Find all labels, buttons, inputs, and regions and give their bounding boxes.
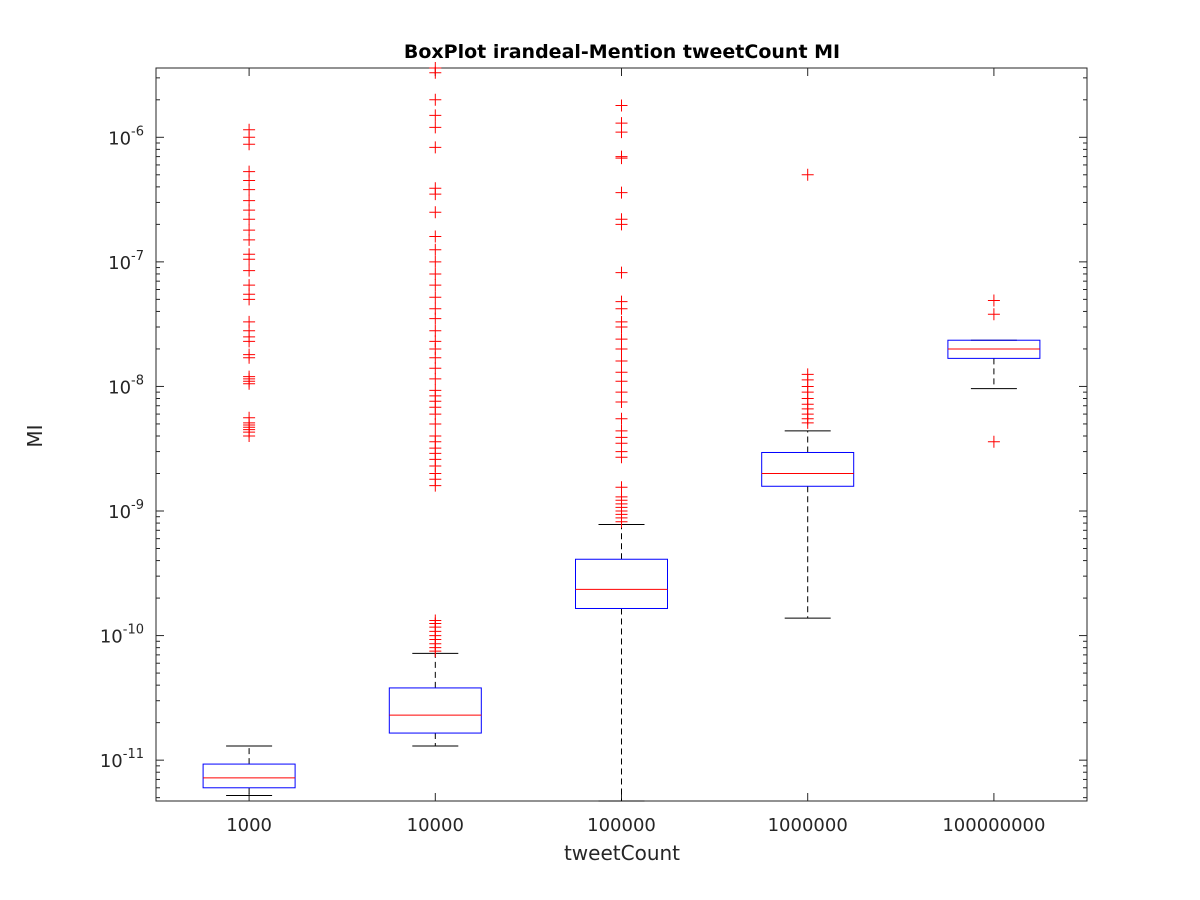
y-tick-label: 10-7 (108, 249, 144, 274)
outlier-marker (429, 362, 442, 375)
outlier-marker (429, 109, 442, 122)
x-tick-label: 1000000 (768, 815, 848, 836)
outlier-marker (801, 368, 814, 381)
outlier-marker (615, 266, 628, 279)
y-tick-label: 10-6 (108, 124, 144, 149)
y-tick-label: 10-10 (100, 623, 144, 648)
outlier-marker (987, 294, 1000, 307)
outlier-marker (429, 324, 442, 337)
outlier-marker (615, 99, 628, 112)
x-axis-label: tweetCount (564, 841, 680, 865)
outlier-marker (243, 370, 256, 383)
box-iqr (202, 763, 296, 789)
outlier-marker (429, 430, 442, 443)
outlier-marker (429, 279, 442, 292)
y-tick-label: 10-8 (108, 373, 144, 398)
outlier-marker (615, 315, 628, 328)
outlier-marker (429, 182, 442, 195)
outlier-marker (801, 168, 814, 181)
outlier-marker (429, 384, 442, 397)
outlier-marker (429, 121, 442, 134)
outlier-marker (615, 186, 628, 199)
outlier-marker (429, 267, 442, 280)
x-tick-label: 1000 (226, 815, 272, 836)
x-tick-label: 100000 (587, 815, 656, 836)
outlier-marker (615, 355, 628, 368)
outlier-marker (615, 117, 628, 130)
outlier-marker (243, 248, 256, 261)
y-tick-label: 10-9 (108, 498, 144, 523)
box-iqr (575, 558, 668, 609)
outlier-marker (987, 308, 1000, 321)
x-tick-label: 10000 (407, 815, 464, 836)
outlier-marker (429, 93, 442, 106)
outlier-marker (243, 165, 256, 178)
y-axis-label: MI (23, 424, 47, 447)
outlier-marker (615, 366, 628, 379)
outlier-marker (243, 279, 256, 292)
outlier-marker (615, 213, 628, 226)
outlier-marker (429, 291, 442, 304)
plot-area: 10-11 10-10 10-9 10-8 10-7 10-6 1000 10000 10000… (100, 62, 1088, 836)
outlier-marker (429, 62, 442, 74)
outlier-marker (429, 335, 442, 348)
outlier-marker (615, 481, 628, 494)
outlier-marker (615, 424, 628, 437)
outlier-marker (243, 224, 256, 237)
chart-title: BoxPlot irandeal-Mention tweetCount MI (404, 41, 840, 63)
outlier-marker (615, 295, 628, 308)
y-tick-label: 10-11 (100, 747, 144, 772)
outlier-marker (243, 411, 256, 424)
outlier-marker (243, 194, 256, 207)
outlier-marker (987, 435, 1000, 448)
x-tick-label: 100000000 (942, 815, 1045, 836)
outlier-marker (243, 264, 256, 277)
outlier-marker (243, 348, 256, 361)
outlier-marker (429, 206, 442, 219)
outlier-marker (429, 302, 442, 315)
outlier-marker (429, 614, 442, 627)
outlier-marker (615, 412, 628, 425)
outlier-marker (429, 243, 442, 256)
outlier-marker (429, 372, 442, 385)
outlier-marker (615, 150, 628, 163)
box-iqr (388, 687, 482, 734)
outlier-marker (243, 315, 256, 328)
outlier-marker (429, 255, 442, 268)
outlier-marker (615, 386, 628, 399)
outlier-marker (429, 230, 442, 243)
outlier-marker (615, 333, 628, 346)
box-iqr (761, 451, 855, 487)
outlier-marker (429, 141, 442, 154)
outlier-marker (243, 123, 256, 136)
